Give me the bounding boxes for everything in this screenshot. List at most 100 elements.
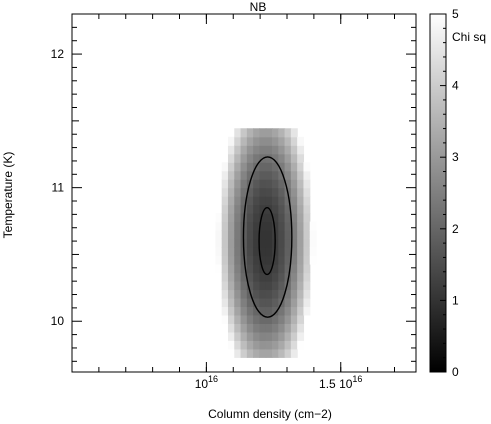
heatmap-cell [290,238,298,248]
heatmap-cell [297,272,305,282]
heatmap-cell [272,179,279,189]
x-axis: 1016 1.5 1016 [98,14,395,391]
heatmap-cell [272,255,279,265]
heatmap-cell [272,348,279,358]
heatmap-cell [227,314,235,324]
heatmap-cell [259,280,267,291]
heatmap-cell [259,221,267,231]
heatmap-cell [272,314,279,324]
heatmap-cell [303,170,311,180]
heatmap-cell [253,145,261,155]
heatmap-cell [303,306,311,316]
heatmap-cell [221,280,229,291]
heatmap-cell [227,289,235,299]
heatmap-cell [227,340,235,350]
heatmap-cell [246,153,254,163]
heatmap-cell [265,230,273,240]
heatmap-cell [253,272,261,282]
heatmap-cell [265,179,273,189]
heatmap-cell [272,323,279,333]
heatmap-cell [253,255,261,265]
heatmap-cell [246,272,254,282]
heatmap-cell [297,238,305,248]
heatmap-cell [227,238,235,248]
heatmap-cell [272,204,279,214]
heatmap-cell [265,247,273,257]
heatmap-cell [290,153,298,163]
heatmap-cell [240,204,248,214]
heatmap-cell [215,264,223,274]
heatmap-cell [278,280,286,291]
heatmap-cell [253,128,261,138]
heatmap-cell [278,314,286,324]
heatmap-cell [227,255,235,265]
x-tick-label: 1.5 1016 [319,374,362,391]
heatmap-cell [290,314,298,324]
heatmap-cell [227,196,235,206]
heatmap-cell [253,280,261,291]
heatmap-cell [272,196,279,206]
heatmap-cell [265,331,273,341]
heatmap-cell [297,331,305,341]
heatmap-cell [259,187,267,197]
heatmap-cell [278,247,286,257]
heatmap-cell [253,340,261,350]
heatmap-cell [278,230,286,240]
heatmap-cell [240,348,248,358]
heatmap-cell [272,272,279,282]
heatmap-cell [309,230,317,240]
heatmap-cell [227,179,235,189]
heatmap-cell [265,297,273,308]
heatmap-cell [284,297,292,308]
heatmap-cell [284,247,292,257]
heatmap-cell [227,331,235,341]
heatmap-cell [284,340,292,350]
heatmap-cell [297,255,305,265]
heatmap-cell [265,196,273,206]
heatmap-cell [221,213,229,223]
heatmap-cell [227,264,235,274]
heatmap-cell [259,297,267,308]
heatmap-cell [272,187,279,197]
heatmap-cell [290,162,298,172]
heatmap-cell [272,128,279,138]
heatmap-cell [215,213,223,223]
heatmap-cell [297,153,305,163]
heatmap-cell [284,162,292,172]
heatmap-cell [303,289,311,299]
heatmap-cell [290,170,298,180]
heatmap-cell [227,162,235,172]
heatmap-cell [240,264,248,274]
heatmap-cell [309,247,317,257]
heatmap-cell [290,331,298,341]
heatmap-cell [272,297,279,308]
heatmap-cell [246,170,254,180]
heatmap-cell [284,221,292,231]
colorbar: 0 1 2 3 4 5 [429,7,459,379]
heatmap-cell [290,264,298,274]
heatmap-cell [259,323,267,333]
heatmap-cell [215,221,223,231]
heatmap-cell [284,145,292,155]
heatmap-cell [253,221,261,231]
heatmap-cell [240,306,248,316]
heatmap-cell [303,280,311,291]
heatmap-cell [234,187,242,197]
heatmap-cell [234,340,242,350]
heatmap-cell [246,196,254,206]
heatmap-cell [297,170,305,180]
heatmap-cell [297,145,305,155]
heatmap-cell [265,128,273,138]
heatmap-cell [240,340,248,350]
heatmap-cell [221,221,229,231]
heatmap-cell [234,348,242,358]
heatmap-cell [221,162,229,172]
heatmap-cell [246,221,254,231]
heatmap-cell [290,247,298,257]
heatmap-cell [234,204,242,214]
colorbar-tick-label: 0 [452,365,459,379]
heatmap-cell [278,213,286,223]
heatmap-cell [221,179,229,189]
heatmap-cell [234,255,242,265]
